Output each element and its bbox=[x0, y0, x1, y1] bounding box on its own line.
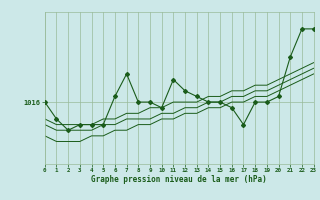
X-axis label: Graphe pression niveau de la mer (hPa): Graphe pression niveau de la mer (hPa) bbox=[91, 175, 267, 184]
